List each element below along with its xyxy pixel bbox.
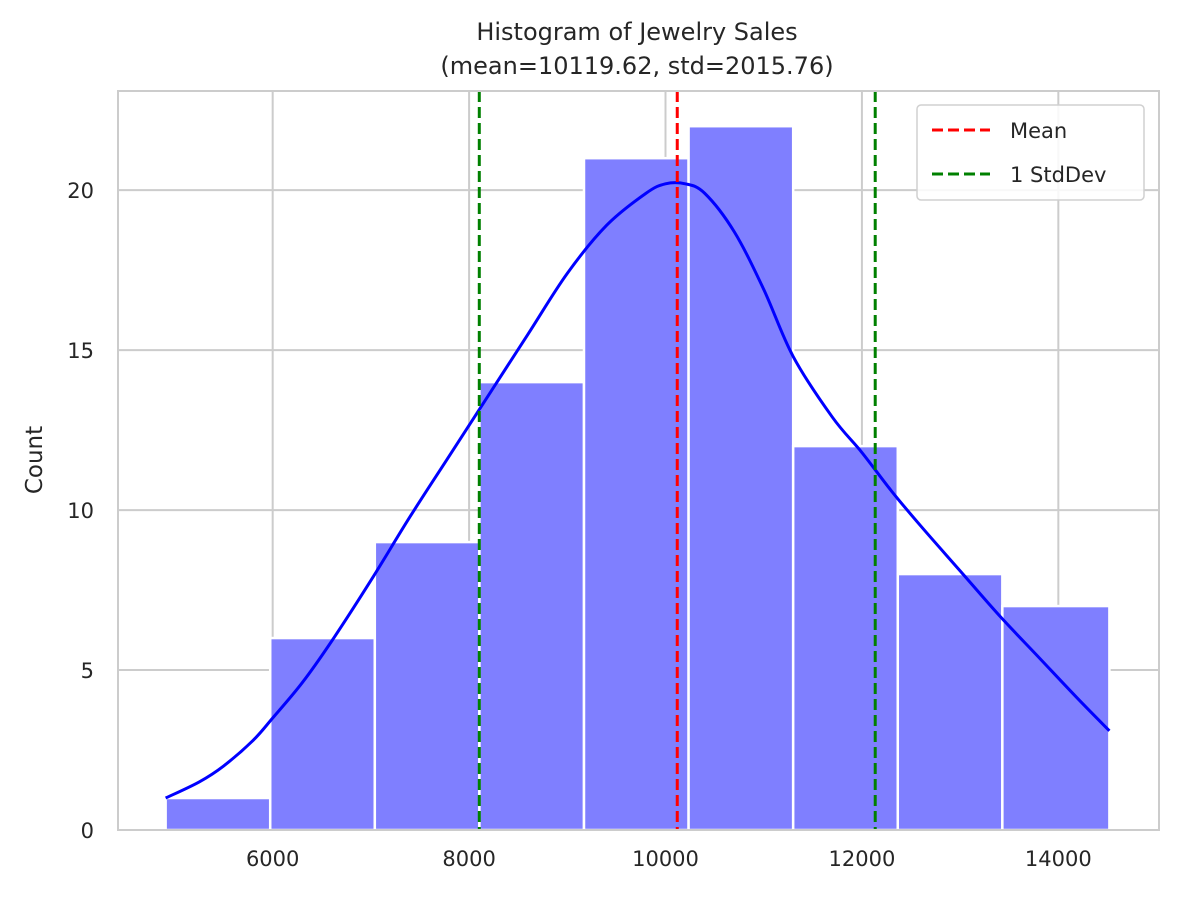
chart-title: Histogram of Jewelry Sales bbox=[476, 18, 797, 46]
x-tick-label: 6000 bbox=[246, 847, 299, 871]
y-tick-label: 20 bbox=[67, 179, 94, 203]
x-tick-label: 8000 bbox=[442, 847, 495, 871]
histogram-bar bbox=[164, 796, 272, 832]
histogram-bar bbox=[687, 124, 795, 832]
legend-label-mean: Mean bbox=[1010, 119, 1067, 143]
y-tick-label: 0 bbox=[81, 819, 94, 843]
y-tick-label: 10 bbox=[67, 499, 94, 523]
kde-curve-group bbox=[164, 181, 1111, 800]
reference-lines bbox=[477, 91, 877, 830]
plot-frame bbox=[117, 90, 1160, 831]
tick-labels: 6000 8000 10000 12000 14000 0 5 10 15 20 bbox=[67, 179, 1091, 871]
y-tick-label: 5 bbox=[81, 659, 94, 683]
x-tick-label: 10000 bbox=[632, 847, 699, 871]
kde-curve bbox=[164, 181, 1111, 800]
y-axis-label: Count bbox=[22, 426, 48, 494]
x-tick-label: 14000 bbox=[1025, 847, 1092, 871]
histogram-bar bbox=[1001, 604, 1111, 832]
histogram-bar bbox=[791, 444, 900, 832]
histogram-bar bbox=[582, 156, 690, 832]
legend-label-stddev: 1 StdDev bbox=[1010, 163, 1106, 187]
histogram-bar bbox=[896, 572, 1004, 832]
histogram-bar bbox=[268, 636, 377, 832]
histogram-bar bbox=[373, 540, 481, 832]
histogram-bar bbox=[478, 380, 586, 832]
legend: Mean 1 StdDev bbox=[916, 104, 1145, 201]
histogram-bars bbox=[164, 124, 1111, 832]
x-tick-label: 12000 bbox=[829, 847, 896, 871]
chart-subtitle: (mean=10119.62, std=2015.76) bbox=[440, 52, 833, 80]
y-tick-label: 15 bbox=[67, 339, 94, 363]
